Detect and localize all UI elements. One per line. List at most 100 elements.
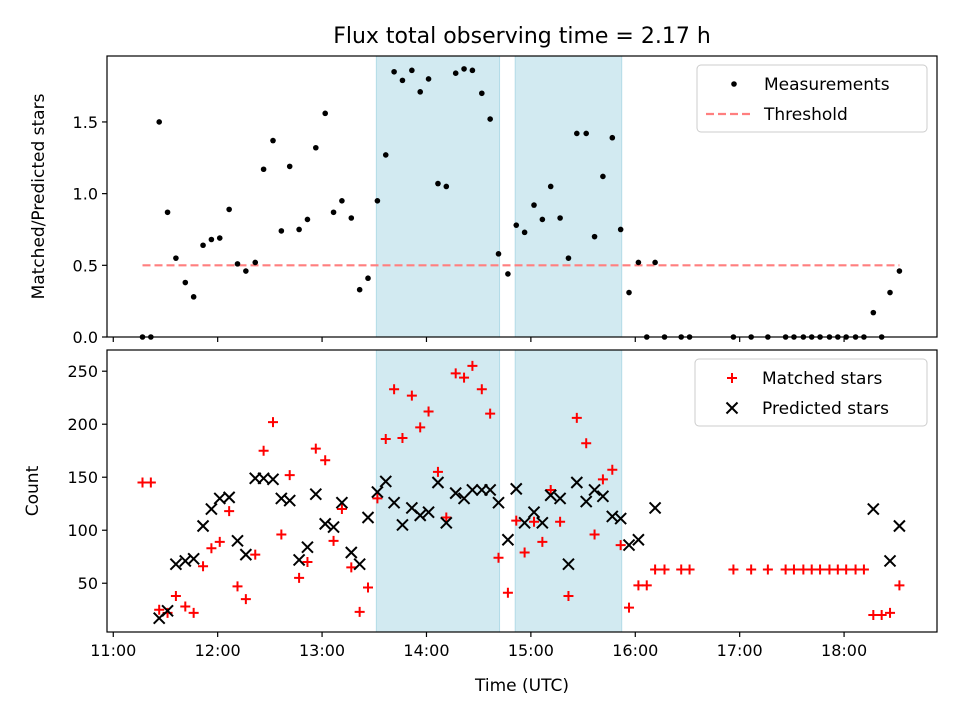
matched-stars-point (868, 610, 879, 621)
y-tick-label: 100 (67, 521, 98, 540)
measurement-point (539, 216, 546, 223)
matched-stars-point (607, 464, 618, 475)
measurement-point (278, 228, 285, 234)
predicted-stars-point (239, 548, 253, 561)
predicted-stars-point (648, 501, 662, 515)
predicted-stars-point (222, 491, 236, 504)
predicted-stars-point (327, 520, 340, 534)
measurement-point (425, 76, 432, 82)
predicted-stars-point (361, 511, 375, 524)
matched-stars-point (328, 535, 339, 546)
predicted-stars-point (536, 516, 549, 530)
predicted-stars-point (510, 482, 523, 496)
predicted-stars-point (483, 483, 497, 497)
measurement-point (896, 268, 903, 274)
predicted-stars-point (414, 509, 427, 522)
measurement-point (234, 261, 241, 267)
matched-stars-point (885, 607, 896, 618)
predicted-stars-point (301, 540, 314, 554)
y-tick-label: 250 (67, 362, 98, 381)
matched-stars-point (684, 564, 695, 575)
observing-window-shade (375, 349, 501, 633)
measurement-point (164, 209, 171, 216)
legend-box (696, 64, 928, 133)
measurement-point (330, 209, 337, 216)
matched-stars-point (250, 549, 261, 560)
measurement-point (487, 116, 493, 122)
measurement-point (156, 119, 163, 125)
y-tick-label: 50 (78, 574, 98, 593)
legend-marker-plus (727, 373, 737, 383)
predicted-stars-point (527, 505, 541, 519)
predicted-stars-point (596, 490, 610, 503)
matched-stars-point (798, 564, 809, 575)
legend-marker-dot (731, 81, 737, 87)
matched-stars-point (372, 493, 383, 504)
y-tick-label: 150 (67, 468, 98, 487)
matched-stars-point (258, 445, 269, 456)
measurement-point (583, 130, 590, 137)
matched-stars-point (380, 434, 391, 445)
matched-stars-point (423, 406, 434, 417)
measurement-point (270, 137, 276, 144)
x-tick-label: 13:00 (299, 641, 345, 660)
y-tick-label: 1.0 (73, 185, 98, 204)
matched-stars-point (641, 580, 652, 591)
axes-frame (106, 55, 938, 338)
matched-stars-point (188, 607, 199, 618)
matched-stars-point (894, 580, 905, 591)
measurement-point (505, 271, 511, 277)
matched-stars-point (450, 368, 461, 379)
matched-stars-point (485, 408, 496, 419)
matched-stars-point (363, 582, 374, 593)
measurement-point (513, 222, 520, 228)
matched-stars-point (676, 564, 687, 575)
matched-stars-point (545, 484, 556, 495)
measurement-point (469, 67, 476, 74)
matched-stars-point (806, 564, 817, 575)
measurement-point (382, 152, 389, 158)
predicted-stars-point (396, 518, 409, 532)
measurement-point (600, 173, 606, 180)
x-tick-label: 18:00 (821, 641, 867, 660)
measurement-point (182, 279, 189, 286)
measurement-point (365, 275, 371, 282)
predicted-stars-point (466, 483, 479, 497)
measurement-point (208, 236, 215, 243)
legend-label: Threshold (763, 105, 848, 125)
measurement-point (339, 198, 345, 204)
measurement-point (216, 235, 223, 241)
predicted-stars-point (580, 495, 593, 508)
measurement-point (296, 226, 302, 233)
matched-stars-point (224, 506, 235, 517)
measurement-point (435, 180, 441, 187)
matched-stars-point (432, 466, 443, 477)
matched-stars-point (762, 564, 773, 575)
matched-stars-point (459, 372, 470, 383)
matched-stars-point (145, 477, 156, 488)
predicted-stars-point (570, 476, 584, 489)
predicted-stars-point (335, 496, 349, 509)
predicted-stars-point (893, 519, 906, 533)
measurement-point (313, 144, 319, 151)
y-axis-label: Matched/Predicted stars (29, 93, 49, 299)
predicted-stars-point (492, 496, 505, 509)
matched-stars-point (415, 422, 426, 433)
predicted-stars-point (622, 538, 636, 552)
predicted-stars-point (553, 492, 567, 505)
predicted-stars-point (169, 557, 183, 571)
measurement-point (652, 259, 658, 266)
predicted-stars-point (371, 485, 384, 499)
matched-stars-point (198, 561, 209, 572)
predicted-stars-point (501, 533, 515, 546)
matched-stars-point (728, 564, 739, 575)
matched-stars-point (240, 594, 251, 605)
matched-stars-point (137, 477, 148, 488)
matched-stars-point (276, 529, 287, 540)
matched-stars-point (180, 601, 191, 612)
measurement-point (417, 89, 424, 95)
matched-stars-point (170, 590, 181, 601)
matched-stars-point (571, 412, 582, 423)
matched-stars-point (832, 564, 843, 575)
